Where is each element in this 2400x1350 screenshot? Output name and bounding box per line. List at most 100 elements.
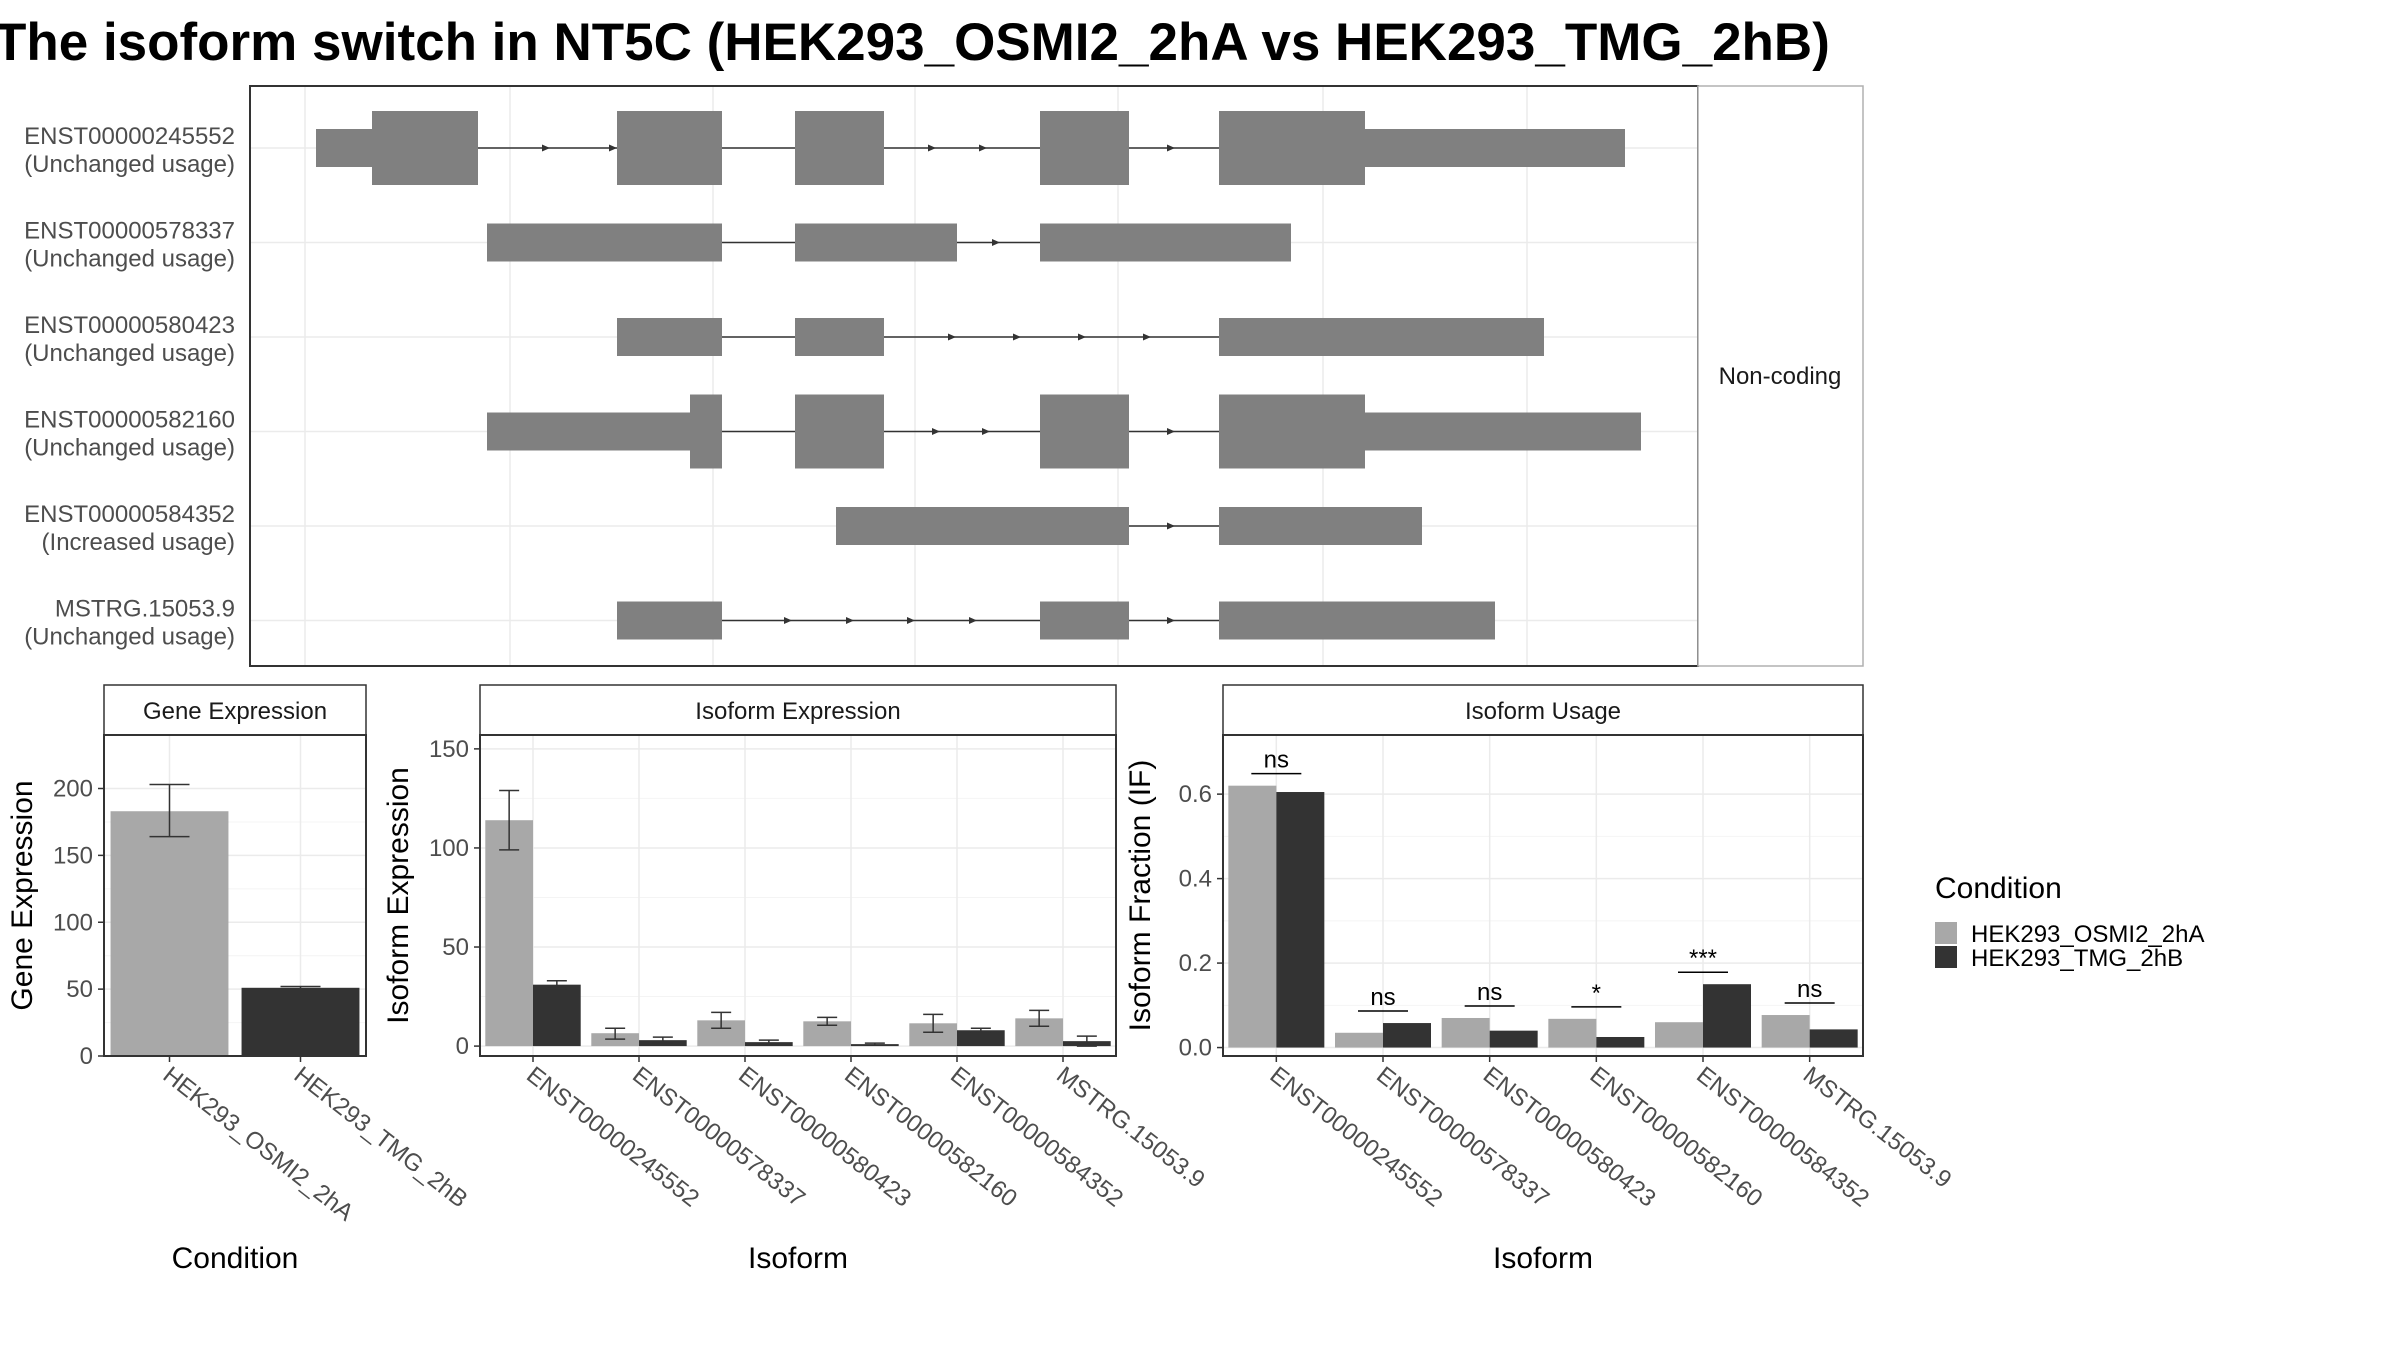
non-coding-label: Non-coding [1719,363,1842,390]
isoform-expression-bar-ENST00000584352-s1 [957,1030,1005,1047]
isoform-usage-bar-ENST00000582160-s0 [1548,1018,1597,1048]
exon-utr [836,507,1129,545]
gene-expression-strip [103,684,367,736]
transcript-ENST00000584352 [836,507,1422,545]
isoform-expression-ytick-label: 0 [456,1033,469,1060]
exon-utr [1365,412,1641,451]
direction-arrow [928,144,936,152]
isoform-usage-ytick-label: 0.6 [1179,781,1212,808]
isoform-expression-xtick-label: ENST00000245552 [521,1061,704,1212]
isoform-usage-xtick-label: ENST00000584352 [1691,1061,1874,1212]
isoform-expression-xtick-label: ENST00000578337 [627,1061,810,1212]
direction-arrow [1167,144,1175,152]
transcript-usage-label: (Unchanged usage) [24,435,235,462]
transcript-usage-label: (Unchanged usage) [24,246,235,273]
isoform-usage-bar-MSTRG.15053.9-s0 [1761,1015,1810,1048]
isoform-expression-errorbar [605,1027,626,1040]
legend-label-tmg: HEK293_TMG_2hB [1971,945,2183,972]
isoform-expression-errorbar [923,1013,944,1033]
isoform-usage-xtick-label: ENST00000582160 [1585,1061,1768,1212]
isoform-usage-strip [1222,684,1864,736]
direction-arrow [982,428,990,435]
isoform-expression-ytick-label: 50 [442,934,469,961]
gene-expression-errorbar [280,985,321,990]
isoform-usage-bar-ENST00000580423-s0 [1441,1017,1490,1048]
bar-chart-panels: Gene Expression050100150200HEK293_OSMI2_… [6,684,1957,1275]
direction-arrow [1167,522,1175,530]
gene-expression-xlabel: Condition [172,1242,299,1275]
condition-legend: Condition HEK293_OSMI2_2hA HEK293_TMG_2h… [1935,872,2204,972]
transcript-usage-label: (Unchanged usage) [24,624,235,651]
isoform-expression-background [480,735,1116,1056]
gene-expression-ytick-label: 100 [53,909,93,936]
gene-expression-strip-label: Gene Expression [143,698,327,725]
direction-arrow [907,617,915,624]
isoform-expression-bar-ENST00000245552-s0 [485,820,533,1047]
transcript-name-label: ENST00000578337 [24,218,235,245]
isoform-expression-strip-label: Isoform Expression [695,698,900,725]
legend-swatch-tmg [1935,946,1957,968]
direction-arrow [969,617,977,624]
isoform-usage-xtick-label: ENST00000578337 [1371,1061,1554,1212]
isoform-usage-strip-label: Isoform Usage [1465,698,1621,725]
isoform-usage-background [1223,735,1863,1056]
isoform-usage-sig-label: ns [1477,979,1502,1006]
direction-arrow [846,617,854,624]
isoform-usage-bar-ENST00000578337-s0 [1335,1032,1383,1048]
exon-utr [1365,129,1625,167]
isoform-usage-ytick-label: 0.2 [1179,950,1212,977]
isoform-usage-bar-ENST00000584352-s1 [1703,984,1751,1048]
isoform-usage-bar-ENST00000245552-s1 [1276,792,1325,1048]
direction-arrow [784,617,792,624]
isoform-usage-bar-ENST00000582160-s1 [1596,1036,1645,1048]
exon-coding [1219,111,1365,185]
non-coding-strip [1697,85,1864,667]
exon-utr [316,129,372,167]
gene-expression-bar-HEK293_OSMI2_2hA [110,811,229,1056]
isoform-expression-errorbar [1029,1009,1050,1028]
gene-expression-ytick-label: 200 [53,776,93,803]
exon-utr [617,318,722,356]
isoform-expression-xlabel: Isoform [748,1242,848,1275]
transcript-labels: ENST00000245552(Unchanged usage)ENST0000… [24,123,235,651]
isoform-usage-sig-label: * [1592,980,1601,1007]
transcript-name-label: ENST00000582160 [24,407,235,434]
isoform-usage-xtick-label: ENST00000580423 [1478,1061,1661,1212]
direction-arrow [542,144,550,152]
isoform-usage-xtick-label: ENST00000245552 [1265,1061,1448,1212]
legend-swatch-osmi2 [1935,922,1957,944]
transcript-name-label: ENST00000580423 [24,312,235,339]
isoform-usage-sig-label: ns [1797,976,1822,1003]
exon-coding [795,394,884,469]
transcript-ENST00000580423 [617,318,1544,356]
gene-expression-border [103,734,367,1057]
gene-expression-bar-HEK293_TMG_2hB [241,987,360,1056]
isoform-expression-xtick-label: ENST00000582160 [839,1061,1022,1212]
isoform-expression-ytick-label: 100 [429,835,469,862]
exon-coding [795,111,884,185]
direction-arrow [609,144,617,152]
direction-arrow [1143,333,1151,341]
isoform-usage-xlabel: Isoform [1493,1242,1593,1275]
transcript-name-label: MSTRG.15053.9 [55,596,235,623]
structure-panel-background [250,86,1698,666]
exon-utr [1040,601,1129,640]
direction-arrow [948,333,956,341]
exon-utr [795,318,884,356]
direction-arrow [1167,428,1175,435]
figure-title: The isoform switch in NT5C (HEK293_OSMI2… [0,13,1830,72]
transcript-name-label: ENST00000245552 [24,123,235,150]
isoform-expression-errorbar [652,1036,673,1044]
exon-coding [372,111,478,185]
transcript-ENST00000245552 [316,111,1625,185]
transcript-usage-label: (Increased usage) [42,529,235,556]
transcript-structure-panel: Non-coding ENST00000245552 (Unchanged usa… [24,85,1864,667]
isoform-expression-bar-ENST00000584352-s0 [909,1023,957,1047]
direction-arrow [1167,617,1175,624]
exon-utr [487,412,690,451]
isoform-usage-bar-ENST00000245552-s0 [1228,785,1277,1048]
exon-utr [1219,601,1495,640]
transcript-name-label: ENST00000584352 [24,501,235,528]
